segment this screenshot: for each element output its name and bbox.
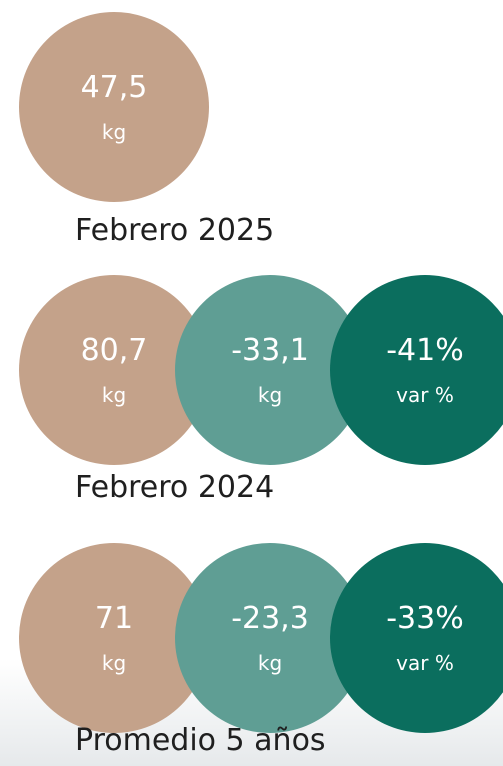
circle-unit: kg (102, 383, 126, 407)
circle-unit: kg (102, 120, 126, 144)
section-label: Promedio 5 años (75, 723, 326, 758)
circle-value: -23,3 (231, 601, 309, 636)
circle-value: -33% (386, 601, 464, 636)
circle (175, 275, 365, 465)
circle-unit: var % (396, 383, 454, 407)
circle-unit: var % (396, 651, 454, 675)
circle (19, 543, 209, 733)
circle-value: 80,7 (81, 333, 148, 368)
circle (330, 543, 503, 733)
section-label: Febrero 2024 (75, 470, 274, 505)
circle-value: -33,1 (231, 333, 309, 368)
circle-value: 71 (95, 601, 133, 636)
circle-unit: kg (102, 651, 126, 675)
circle-unit: kg (258, 383, 282, 407)
circle-value: -41% (386, 333, 464, 368)
circle (19, 275, 209, 465)
circle-value: 47,5 (81, 70, 148, 105)
section-label: Febrero 2025 (75, 213, 274, 248)
circle (330, 275, 503, 465)
circle (19, 12, 209, 202)
circle (175, 543, 365, 733)
circle-unit: kg (258, 651, 282, 675)
